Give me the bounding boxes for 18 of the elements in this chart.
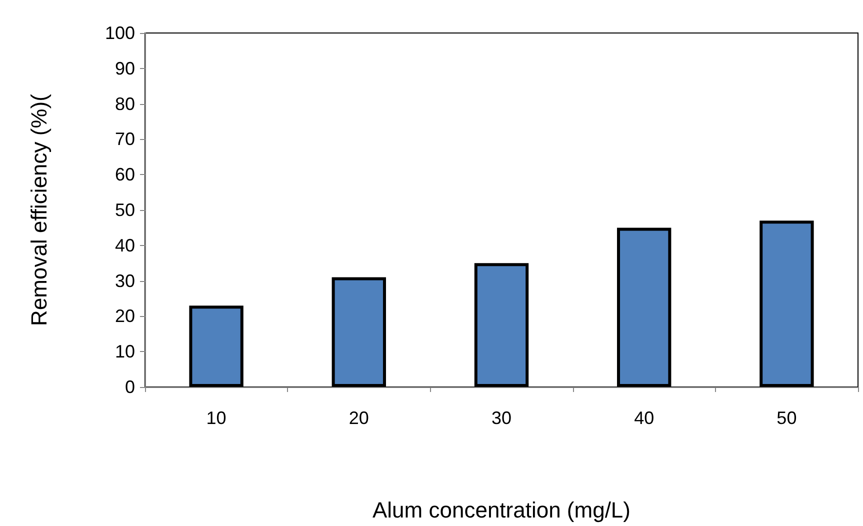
x-tick-label: 50: [776, 408, 797, 428]
y-tick-label: 50: [114, 200, 135, 220]
y-tick-label: 90: [114, 58, 135, 78]
y-tick-label: 60: [114, 164, 135, 185]
x-tick-label: 10: [206, 408, 226, 428]
y-axis-title: Removal efficiency (%)(: [26, 93, 52, 326]
y-tick-label: 80: [114, 94, 135, 114]
y-tick-label: 0: [124, 377, 135, 397]
y-tick-label: 70: [114, 129, 135, 150]
y-tick-label: 30: [114, 270, 135, 291]
y-tick-label: 20: [114, 306, 135, 326]
x-tick-label: 20: [348, 408, 369, 428]
x-axis-title: Alum concentration (mg/L): [372, 498, 630, 522]
x-tick-label: 40: [634, 408, 654, 428]
x-tick-label: 30: [491, 408, 512, 428]
y-tick-label: 10: [114, 342, 135, 362]
y-tick-label: 40: [114, 235, 135, 256]
y-tick-label: 100: [104, 23, 135, 43]
